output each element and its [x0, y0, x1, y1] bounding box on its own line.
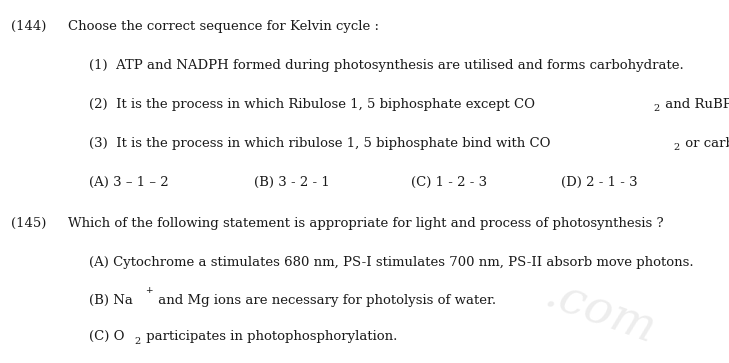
Text: 2: 2: [653, 104, 660, 113]
Text: (145): (145): [11, 217, 46, 230]
Text: (3)  It is the process in which ribulose 1, 5 biphosphate bind with CO: (3) It is the process in which ribulose …: [90, 137, 551, 150]
Text: (1)  ATP and NADPH formed during photosynthesis are utilised and forms carbohydr: (1) ATP and NADPH formed during photosyn…: [90, 59, 685, 72]
Text: (D) 2 - 1 - 3: (D) 2 - 1 - 3: [561, 176, 638, 189]
Text: (B) 3 - 2 - 1: (B) 3 - 2 - 1: [254, 176, 330, 189]
Text: (B) Na: (B) Na: [90, 294, 133, 307]
Text: (C) 1 - 2 - 3: (C) 1 - 2 - 3: [411, 176, 487, 189]
Text: and RuBP is regenerated.: and RuBP is regenerated.: [661, 98, 729, 111]
Text: .com: .com: [539, 272, 662, 354]
Text: (2)  It is the process in which Ribulose 1, 5 biphosphate except CO: (2) It is the process in which Ribulose …: [90, 98, 535, 111]
Text: Choose the correct sequence for Kelvin cycle :: Choose the correct sequence for Kelvin c…: [68, 20, 379, 33]
Text: or carboxylation occur.: or carboxylation occur.: [681, 137, 729, 150]
Text: Which of the following statement is appropriate for light and process of photosy: Which of the following statement is appr…: [68, 217, 663, 230]
Text: (A) Cytochrome a stimulates 680 nm, PS-I stimulates 700 nm, PS-II absorb move ph: (A) Cytochrome a stimulates 680 nm, PS-I…: [90, 256, 694, 269]
Text: (144): (144): [11, 20, 46, 33]
Text: and Mg ions are necessary for photolysis of water.: and Mg ions are necessary for photolysis…: [155, 294, 496, 307]
Text: 2: 2: [134, 337, 141, 346]
Text: 2: 2: [673, 143, 679, 152]
Text: +: +: [145, 286, 152, 295]
Text: participates in photophosphorylation.: participates in photophosphorylation.: [142, 330, 397, 343]
Text: (C) O: (C) O: [90, 330, 125, 343]
Text: (A) 3 – 1 – 2: (A) 3 – 1 – 2: [90, 176, 169, 189]
